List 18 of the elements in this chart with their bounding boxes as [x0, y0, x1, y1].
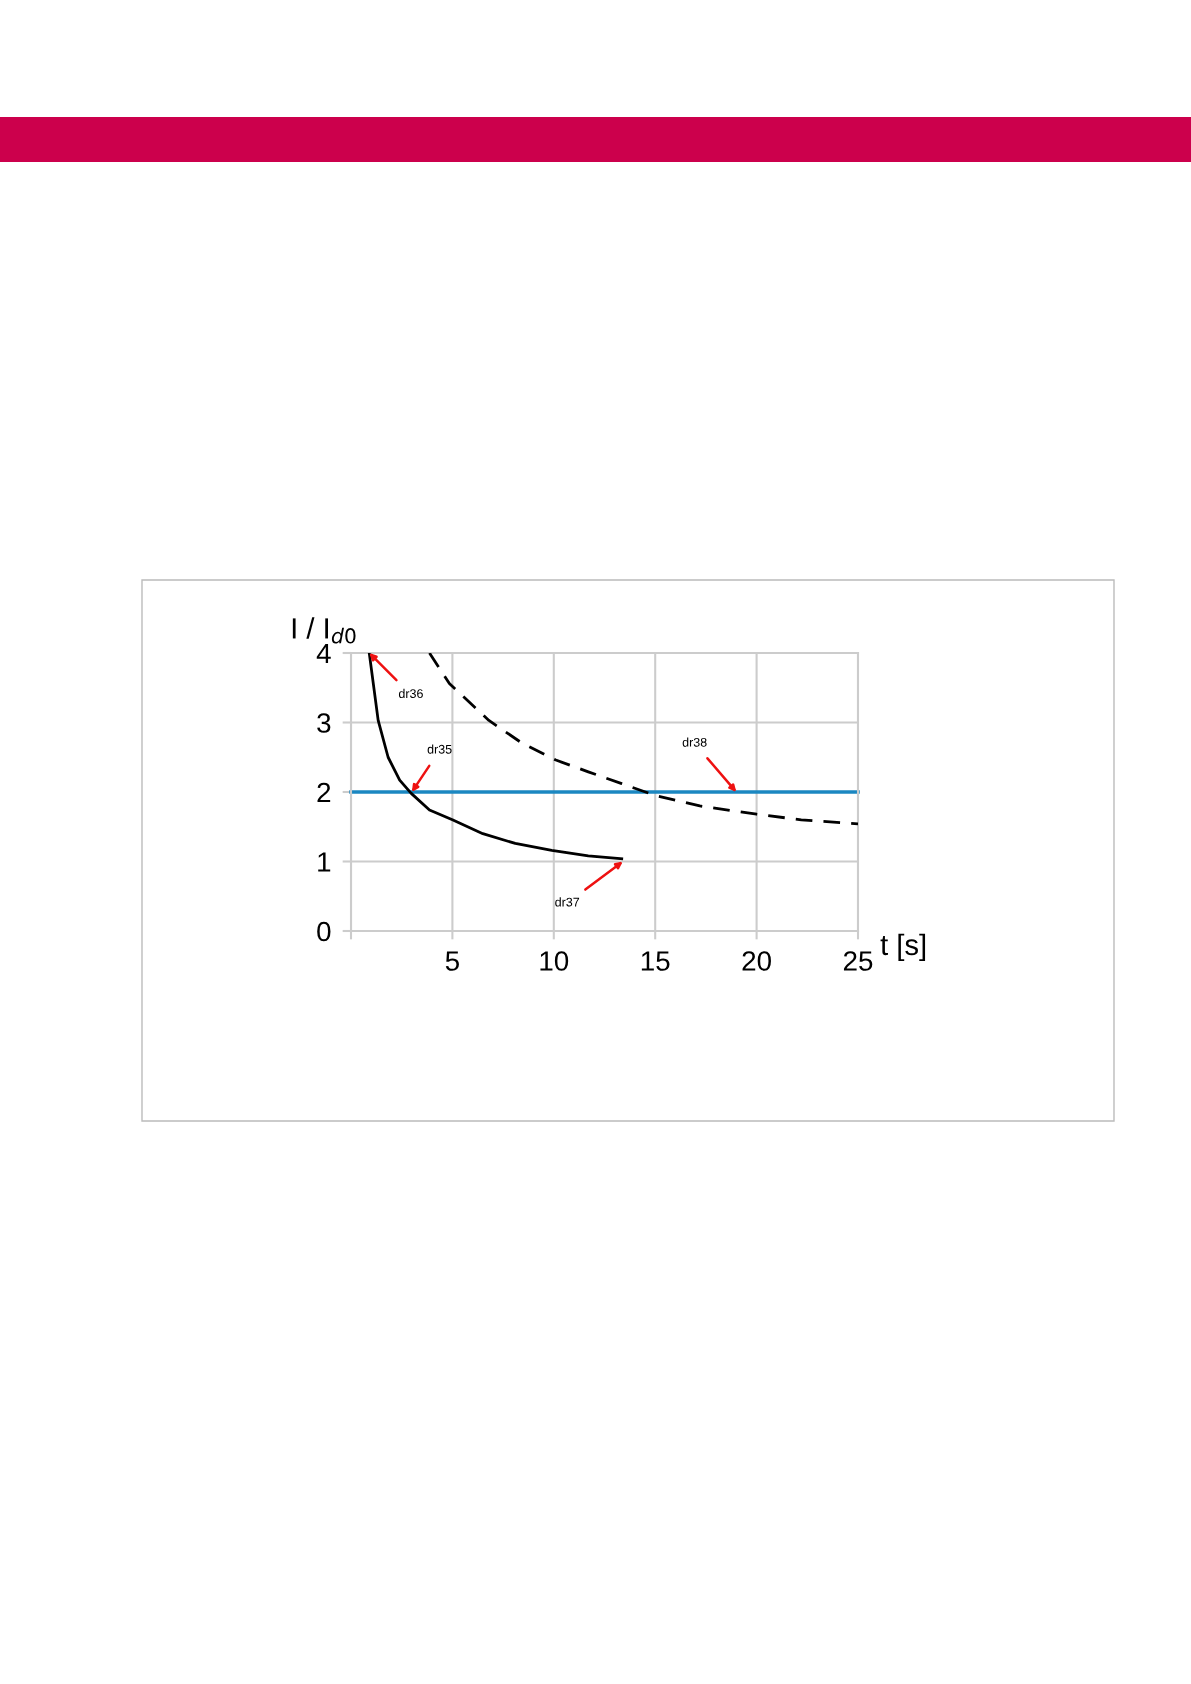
x-tick-label: 20	[742, 951, 771, 971]
y-tick-label: 4	[316, 643, 331, 664]
x-axis-title: t [s]	[880, 933, 926, 961]
annotation: dr36	[398, 688, 423, 699]
y-axis-title: I / I$_{d0}$	[292, 617, 356, 644]
y-tick-label: 2	[317, 782, 331, 803]
line-series	[428, 653, 858, 826]
x-tick-label: 15	[641, 951, 670, 971]
x-tick-label: 5	[445, 951, 459, 971]
annotation: dr37	[555, 897, 580, 907]
y-tick-label: 3	[317, 713, 331, 733]
annotation: dr38	[682, 737, 707, 747]
y-tick-label: 1	[318, 852, 331, 872]
x-tick-label: 25	[843, 951, 873, 971]
y-tick-label: 0	[317, 921, 331, 942]
annotation: dr35	[427, 744, 452, 754]
x-tick-label: 10	[540, 951, 569, 971]
line-series	[367, 653, 624, 861]
